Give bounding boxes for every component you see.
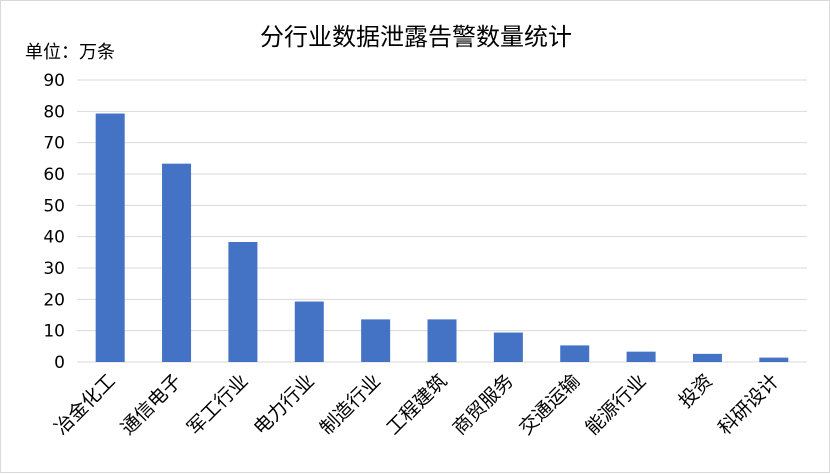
x-category-label: 科研设计 [714, 370, 783, 439]
y-tick-label: 60 [43, 165, 65, 185]
y-tick-label: 70 [43, 134, 65, 154]
x-category-label: 交通运输 [515, 370, 584, 439]
x-category-label: 投资 [675, 370, 717, 412]
bar-11 [759, 357, 789, 362]
x-category-label: 通信电子 [117, 370, 186, 439]
y-tick-label: 20 [43, 290, 65, 310]
bar-10 [692, 353, 722, 362]
y-tick-label: 80 [43, 102, 65, 122]
y-tick-label: 10 [43, 322, 65, 342]
chart-title: 分行业数据泄露告警数量统计 [260, 23, 572, 51]
y-tick-label: 30 [43, 259, 65, 279]
bar-2 [162, 163, 192, 362]
x-category-label: 能源行业 [581, 370, 650, 439]
x-category-label: 电力行业 [250, 370, 319, 439]
x-category-label: 军工行业 [183, 370, 252, 439]
bar-9 [626, 351, 656, 362]
y-tick-label: 0 [54, 353, 65, 373]
x-category-label: 工程建筑 [382, 370, 451, 439]
bar-5 [361, 319, 391, 362]
y-axis-unit-label: 单位：万条 [25, 42, 115, 63]
y-tick-label: 90 [43, 71, 65, 91]
bar-1 [95, 113, 125, 362]
bar-7 [493, 332, 523, 362]
bar-3 [228, 241, 258, 362]
bar-8 [560, 345, 590, 362]
bar-6 [427, 319, 457, 362]
y-tick-label: 50 [43, 196, 65, 216]
bar-4 [294, 301, 324, 362]
x-category-label: 商贸服务 [449, 370, 518, 439]
x-category-label: 制造行业 [316, 370, 385, 439]
y-tick-label: 40 [43, 228, 65, 248]
x-category-label: 冶金化工 [50, 370, 119, 439]
